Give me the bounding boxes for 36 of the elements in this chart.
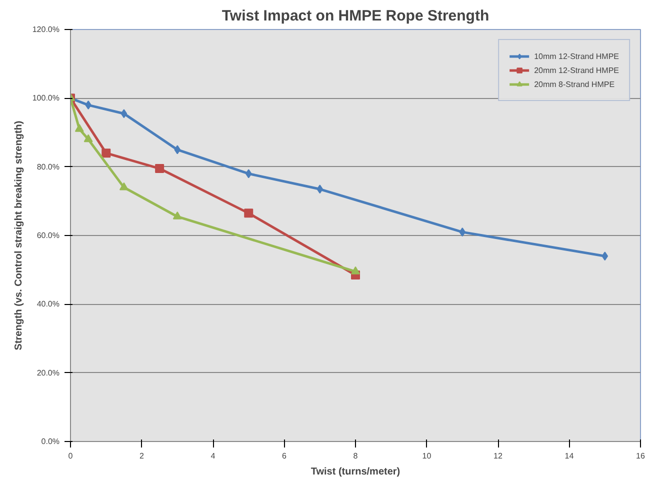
x-tick-label: 14 [564, 452, 574, 460]
point [120, 109, 128, 118]
point [316, 184, 324, 194]
x-tick-label: 10 [422, 452, 432, 460]
point [172, 212, 182, 220]
x-tick-label: 0 [68, 452, 74, 460]
point [245, 169, 252, 178]
point [459, 228, 466, 237]
x-tick-label: 12 [494, 452, 503, 460]
y-tick-label: 40.0% [36, 300, 60, 309]
point [155, 164, 164, 174]
point [74, 124, 84, 132]
legend-label: 10mm 12-Strand HMPE [534, 50, 619, 62]
point [119, 182, 128, 190]
x-tick-label: 6 [282, 452, 288, 460]
legend-label: 20mm 8-Strand HMPE [534, 78, 615, 90]
y-tick-label: 60.0% [36, 231, 60, 240]
point [244, 208, 254, 218]
y-axis-title: Strength (vs. Control straight breaking strength) [13, 120, 24, 350]
x-tick-label: 4 [210, 452, 216, 460]
legend-label: 20mm 12-Strand HMPE [534, 64, 619, 76]
point [84, 134, 93, 142]
x-tick-label: 2 [140, 452, 145, 460]
y-tick-label: 100.0% [32, 94, 60, 103]
point [602, 252, 608, 261]
point [174, 145, 181, 154]
x-tick-label: 8 [353, 452, 358, 460]
y-tick-label: 0.0% [41, 437, 60, 446]
y-tick-label: 120.0% [32, 25, 60, 34]
x-tick-label: 16 [636, 452, 646, 460]
point [351, 266, 360, 274]
chart-title: Twist Impact on HMPE Rope Strength [222, 8, 490, 24]
x-axis-title: Twist (turns/meter) [310, 466, 400, 478]
point [102, 148, 111, 158]
y-tick-label: 20.0% [36, 368, 60, 378]
y-tick-label: 80.0% [36, 162, 60, 172]
